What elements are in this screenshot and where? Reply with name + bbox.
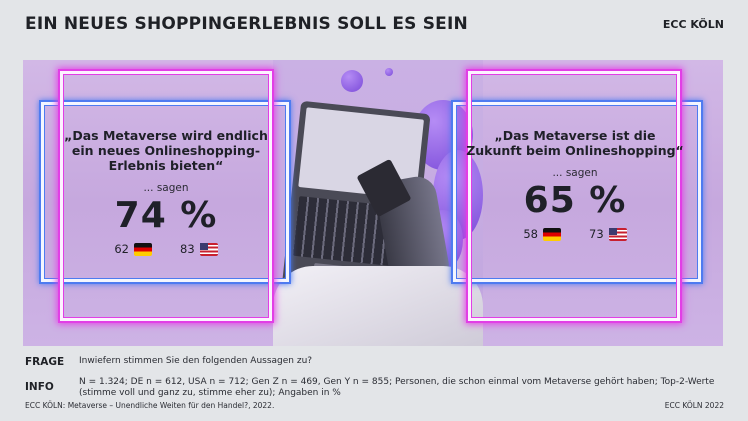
copyright: ECC KÖLN 2022 <box>664 401 724 410</box>
metaverse-shopping-photo <box>273 60 483 346</box>
bubble-icon <box>385 68 393 76</box>
usa-flag-icon <box>199 242 218 256</box>
stat-quote: „Das Metaverse ist die Zukunft beim Onli… <box>466 128 684 158</box>
sleeve-image <box>273 266 483 346</box>
page-title: EIN NEUES SHOPPINGERLEBNIS SOLL ES SEIN <box>25 14 468 34</box>
stat-block-new-experience: „Das Metaverse wird endlich ein neues On… <box>56 128 276 256</box>
germany-flag-icon <box>543 227 561 241</box>
brand-logo: ECC KÖLN <box>662 18 724 31</box>
stat-says-label: ... sagen <box>143 182 189 194</box>
source-citation: ECC KÖLN: Metaverse – Unendliche Weiten … <box>25 401 275 410</box>
info-text: N = 1.324; DE n = 612, USA n = 712; Gen … <box>79 377 715 398</box>
neon-frame-pink-left <box>60 71 272 321</box>
question-label: FRAGE <box>25 356 65 368</box>
country-usa: 73 <box>589 227 627 241</box>
bubble-icon <box>341 70 363 92</box>
stat-value: 65 % <box>523 180 627 221</box>
country-breakdown: 58 73 <box>465 227 685 241</box>
question-row: FRAGE Inwiefern stimmen Sie den folgende… <box>25 356 719 368</box>
country-usa: 83 <box>180 242 218 256</box>
infographic-panel: „Das Metaverse wird endlich ein neues On… <box>23 60 723 346</box>
stat-value: 74 % <box>114 195 218 236</box>
usa-flag-icon <box>608 227 627 241</box>
neon-frame-blue-left <box>41 102 289 282</box>
stat-says-label: ... sagen <box>552 167 598 179</box>
country-breakdown: 62 83 <box>56 242 276 256</box>
neon-frame-blue-right <box>453 102 701 282</box>
stat-quote: „Das Metaverse wird endlich ein neues On… <box>64 128 268 173</box>
info-label: INFO <box>25 381 54 393</box>
question-text: Inwiefern stimmen Sie den folgenden Auss… <box>79 356 313 366</box>
germany-flag-icon <box>134 242 152 256</box>
country-value: 73 <box>589 227 604 241</box>
country-value: 83 <box>180 242 195 256</box>
info-row: INFO N = 1.324; DE n = 612, USA n = 712;… <box>25 377 719 399</box>
neon-frame-pink-right <box>468 71 680 321</box>
country-value: 58 <box>523 227 538 241</box>
country-value: 62 <box>114 242 129 256</box>
country-germany: 62 <box>114 242 152 256</box>
stat-block-future: „Das Metaverse ist die Zukunft beim Onli… <box>465 128 685 241</box>
country-germany: 58 <box>523 227 561 241</box>
